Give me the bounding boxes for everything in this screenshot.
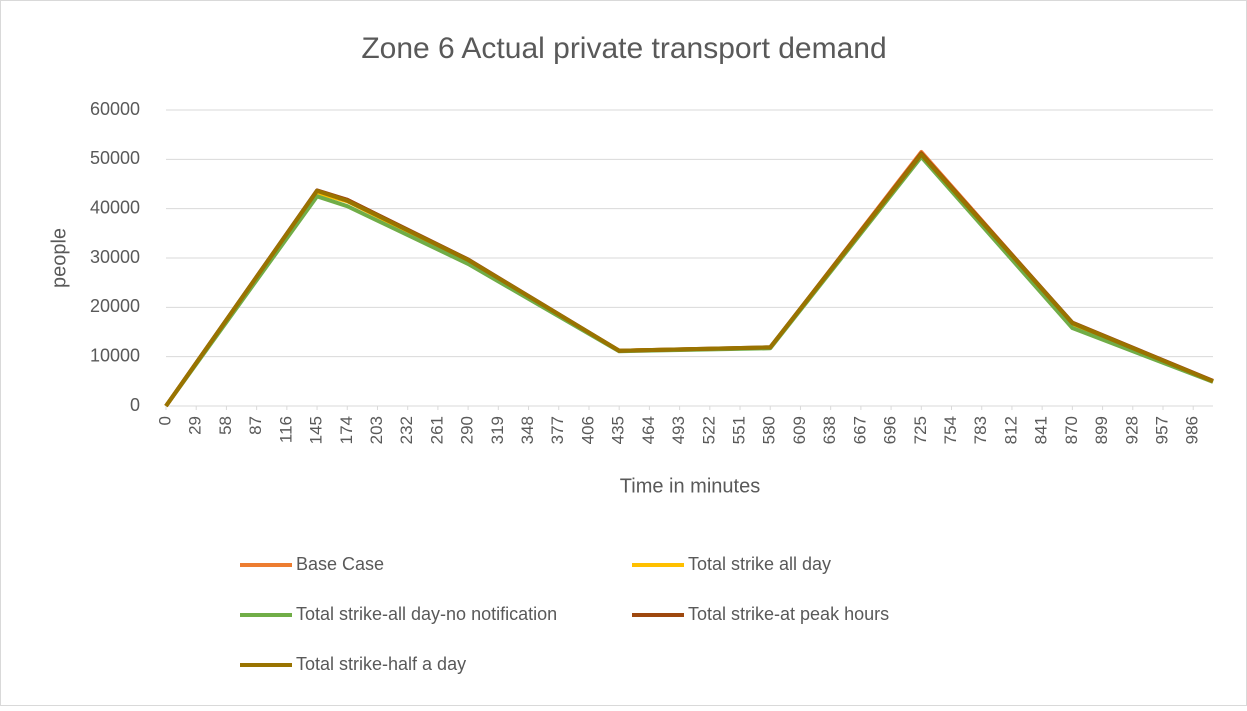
x-tick-label: 377 <box>548 416 567 444</box>
x-tick-label: 435 <box>609 416 628 444</box>
x-tick-label: 232 <box>397 416 416 444</box>
x-tick-label: 87 <box>246 416 265 435</box>
x-tick-label: 58 <box>216 416 235 435</box>
y-tick-label: 50000 <box>90 148 140 168</box>
x-tick-label: 493 <box>669 416 688 444</box>
x-tick-label: 725 <box>911 416 930 444</box>
x-tick-label: 348 <box>518 416 537 444</box>
y-tick-label: 20000 <box>90 296 140 316</box>
x-tick-label: 203 <box>367 416 386 444</box>
x-tick-label: 145 <box>307 416 326 444</box>
x-tick-label: 841 <box>1032 416 1051 444</box>
y-tick-label: 10000 <box>90 345 140 365</box>
x-tick-label: 116 <box>276 416 295 443</box>
x-tick-label: 609 <box>790 416 809 444</box>
x-tick-label: 580 <box>760 416 779 444</box>
y-tick-label: 40000 <box>90 197 140 217</box>
x-tick-label: 986 <box>1183 416 1202 444</box>
x-tick-label: 899 <box>1092 416 1111 444</box>
y-tick-label: 60000 <box>90 99 140 119</box>
y-axis-title: people <box>48 228 70 288</box>
x-tick-label: 261 <box>427 416 446 444</box>
legend-label: Total strike-half a day <box>296 654 466 674</box>
x-tick-label: 0 <box>155 416 174 425</box>
x-tick-label: 754 <box>941 416 960 444</box>
x-tick-label: 783 <box>971 416 990 444</box>
y-tick-label: 30000 <box>90 247 140 267</box>
legend-label: Base Case <box>296 554 384 574</box>
x-tick-label: 319 <box>488 416 507 444</box>
x-axis-title: Time in minutes <box>620 475 760 497</box>
x-tick-label: 290 <box>458 416 477 444</box>
legend-label: Total strike all day <box>688 554 831 574</box>
x-tick-label: 522 <box>699 416 718 444</box>
x-tick-label: 957 <box>1152 416 1171 444</box>
legend-label: Total strike-at peak hours <box>688 604 889 624</box>
x-tick-label: 812 <box>1001 416 1020 444</box>
x-tick-label: 870 <box>1062 416 1081 444</box>
legend-label: Total strike-all day-no notification <box>296 604 557 624</box>
x-tick-label: 667 <box>850 416 869 444</box>
x-tick-label: 551 <box>730 416 749 444</box>
x-tick-label: 29 <box>186 416 205 435</box>
x-tick-label: 696 <box>881 416 900 444</box>
x-tick-label: 464 <box>639 416 658 444</box>
series-line <box>164 152 1214 408</box>
y-tick-label: 0 <box>130 395 140 415</box>
chart-title: Zone 6 Actual private transport demand <box>361 32 886 65</box>
x-tick-label: 174 <box>337 416 356 444</box>
x-tick-label: 638 <box>820 416 839 444</box>
x-tick-label: 406 <box>578 416 597 444</box>
x-tick-label: 928 <box>1122 416 1141 444</box>
